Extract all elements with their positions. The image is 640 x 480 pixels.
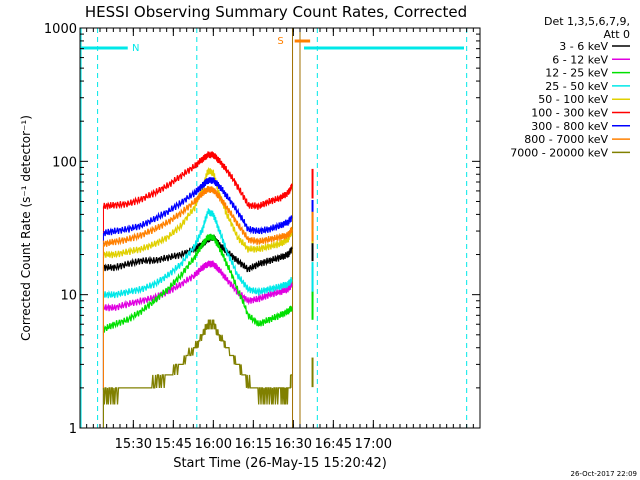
series-line-3 — [102, 208, 293, 299]
legend-label-6: 300 - 800 keV — [531, 120, 608, 133]
series-line-8 — [102, 319, 292, 405]
x-tick-label-0: 15:30 — [115, 437, 152, 452]
x-tick-label-5: 16:45 — [315, 437, 352, 452]
series-line-6 — [103, 176, 293, 237]
y-tick-label-2: 100 — [52, 155, 77, 170]
x-tick-label-6: 17:00 — [355, 437, 392, 452]
legend-label-3: 25 - 50 keV — [545, 80, 608, 93]
legend-label-0: 3 - 6 keV — [559, 40, 608, 53]
y-tick-label-1: 10 — [60, 289, 77, 304]
legend-label-2: 12 - 25 keV — [545, 67, 608, 80]
y-axis-label: Corrected Count Rate (s⁻¹ detector⁻¹) — [19, 115, 33, 341]
series-line-1 — [102, 260, 293, 312]
x-tick-label-3: 16:15 — [235, 437, 272, 452]
legend-header-line-2: Att 0 — [604, 28, 630, 41]
flag-label-n: N — [132, 43, 139, 54]
x-tick-label-1: 15:45 — [155, 437, 192, 452]
legend-header-line-1: Det 1,3,5,6,7,9, — [544, 15, 630, 28]
legend-label-5: 100 - 300 keV — [531, 107, 608, 120]
y-tick-label-3: 1000 — [44, 22, 77, 37]
axes: 15:30 15:45 16:00 16:15 16:30 16:45 17:00 1 10 10… — [44, 22, 481, 452]
legend-label-1: 6 - 12 keV — [552, 53, 608, 66]
timestamp-label: 26-Oct-2017 22:09 — [571, 470, 637, 478]
chart-title: HESSI Observing Summary Count Rates, Cor… — [85, 3, 467, 21]
legend-label-8: 7000 - 20000 keV — [510, 146, 608, 159]
flag-markers: NS — [80, 28, 468, 428]
series-line-5 — [102, 151, 293, 210]
y-tick-label-0: 1 — [69, 422, 77, 437]
x-tick-label-2: 16:00 — [195, 437, 232, 452]
series-line-2 — [102, 233, 293, 333]
series-line-7 — [102, 185, 293, 247]
x-tick-label-4: 16:30 — [275, 437, 312, 452]
data-series — [102, 151, 314, 428]
series-line-4 — [102, 166, 293, 259]
series-line-0 — [102, 234, 293, 273]
flag-label-s: S — [277, 36, 283, 47]
legend-label-4: 50 - 100 keV — [538, 93, 608, 106]
legend-label-7: 800 - 7000 keV — [524, 133, 608, 146]
x-axis-label: Start Time (26-May-15 15:20:42) — [173, 456, 387, 471]
